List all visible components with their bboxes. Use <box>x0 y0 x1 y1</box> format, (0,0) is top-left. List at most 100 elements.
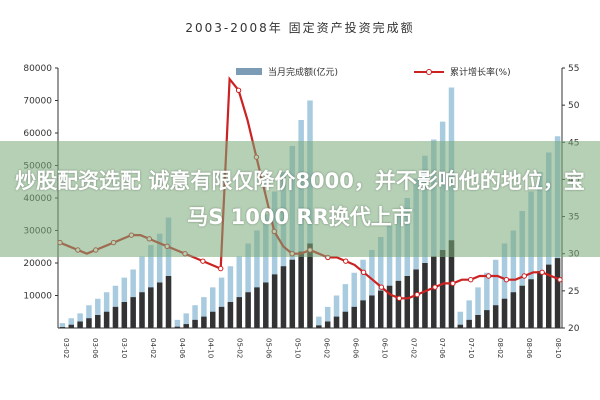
line-point <box>378 284 385 290</box>
bar-total <box>484 272 490 328</box>
bar-base <box>227 302 234 328</box>
bar-total <box>245 243 251 328</box>
bar-base <box>431 256 437 328</box>
left-tick-label: 60000 <box>23 129 52 139</box>
left-tick-label: 20000 <box>23 259 52 269</box>
bar-total <box>404 198 411 328</box>
line-point <box>503 277 510 283</box>
line-point <box>539 269 545 275</box>
bar-base <box>271 274 278 328</box>
line-point <box>396 295 402 301</box>
chart-legend: 当月完成额(亿元) 累计增长率(%) <box>236 66 511 78</box>
bar-base <box>475 315 481 328</box>
bar-base <box>112 306 119 328</box>
bar-total <box>528 191 534 328</box>
bar-total <box>103 292 110 328</box>
right-tick-label: 50 <box>568 101 580 111</box>
bar-total <box>86 305 92 328</box>
bar-total <box>174 319 181 328</box>
line-point <box>485 273 492 279</box>
line-point <box>450 280 456 287</box>
bar-total <box>218 277 225 328</box>
bar-base <box>413 269 419 328</box>
bar-total <box>68 318 75 328</box>
bar-base <box>121 302 128 328</box>
right-tick-label: 20 <box>568 324 580 334</box>
bar-base <box>139 292 145 328</box>
line-point <box>432 284 438 290</box>
bar-total <box>519 211 525 328</box>
bar-base <box>86 318 92 328</box>
bar-base <box>263 282 269 328</box>
bar-total <box>324 306 331 328</box>
left-tick-label: 10000 <box>23 292 52 302</box>
bar-total <box>492 259 499 328</box>
headline-text[interactable]: 炒股配资选配 诚意有限仅降价8000，并不影响他的地位，宝马S 1000 RR换… <box>15 169 585 229</box>
x-tick-label: 05-10 <box>294 338 302 358</box>
bar-total <box>156 233 163 328</box>
x-tick-label: 08-02 <box>496 338 504 358</box>
bar-total <box>342 284 349 328</box>
bar-total <box>360 259 366 328</box>
bar-total <box>475 287 481 328</box>
bar-total <box>227 266 234 328</box>
x-tick-label: 04-02 <box>149 338 157 358</box>
bar-base <box>484 310 490 328</box>
line-point <box>414 291 420 298</box>
legend-bar-label: 当月完成额(亿元) <box>268 66 338 78</box>
bar-total <box>466 300 472 328</box>
bar-base <box>245 292 251 328</box>
line-point <box>218 265 224 272</box>
bar-base <box>324 321 331 328</box>
bar-base <box>492 305 499 328</box>
bar-total <box>201 297 207 328</box>
bar-base <box>554 258 561 328</box>
bar-total <box>369 250 375 328</box>
bar-base <box>422 263 428 328</box>
bar-total <box>457 311 464 328</box>
bar-total <box>77 313 83 328</box>
line-point <box>200 258 206 264</box>
bar-total <box>148 245 154 328</box>
bar-base <box>192 319 198 328</box>
bar-total <box>263 214 269 328</box>
bar-total <box>192 305 198 328</box>
bar-total <box>333 295 340 328</box>
x-tick-label: 06-02 <box>322 338 330 358</box>
bar-base <box>528 279 534 328</box>
bar-total <box>386 225 393 328</box>
bar-base <box>289 259 296 328</box>
bar-base <box>342 311 349 328</box>
bar-total <box>316 316 322 328</box>
bar-total <box>271 191 278 328</box>
x-tick-label: 08-10 <box>554 338 562 358</box>
line-point <box>343 258 349 264</box>
line-point <box>468 277 474 283</box>
x-tick-label: 04-10 <box>207 338 215 358</box>
line-point <box>557 277 563 283</box>
bar-base <box>360 300 366 328</box>
headline-banner[interactable]: 炒股配资选配 诚意有限仅降价8000，并不影响他的地位，宝马S 1000 RR换… <box>0 141 600 257</box>
bar-base <box>316 325 322 328</box>
bar-base <box>377 290 384 328</box>
x-tick-label: 05-06 <box>265 338 273 359</box>
legend-line-label: 累计增长率(%) <box>450 66 511 78</box>
bar-base <box>457 324 464 328</box>
bar-total <box>377 237 384 328</box>
legend-bar-swatch <box>236 68 262 75</box>
bar-base <box>537 271 543 328</box>
bar-base <box>165 276 172 328</box>
chart-title: 2003-2008年 固定资产投资完成额 <box>185 20 414 35</box>
x-tick-label: 04-06 <box>178 338 186 359</box>
bar-base <box>59 327 66 328</box>
x-tick-label: 03-02 <box>62 338 70 358</box>
bar-base <box>519 285 525 328</box>
x-tick-label: 07-06 <box>438 338 446 359</box>
bar-base <box>201 316 207 328</box>
bar-base <box>298 251 304 328</box>
bar-base <box>148 287 154 328</box>
bar-base <box>404 276 411 328</box>
legend-line-marker <box>426 69 432 75</box>
x-tick-label: 06-10 <box>380 338 388 358</box>
bar-base <box>501 298 508 328</box>
